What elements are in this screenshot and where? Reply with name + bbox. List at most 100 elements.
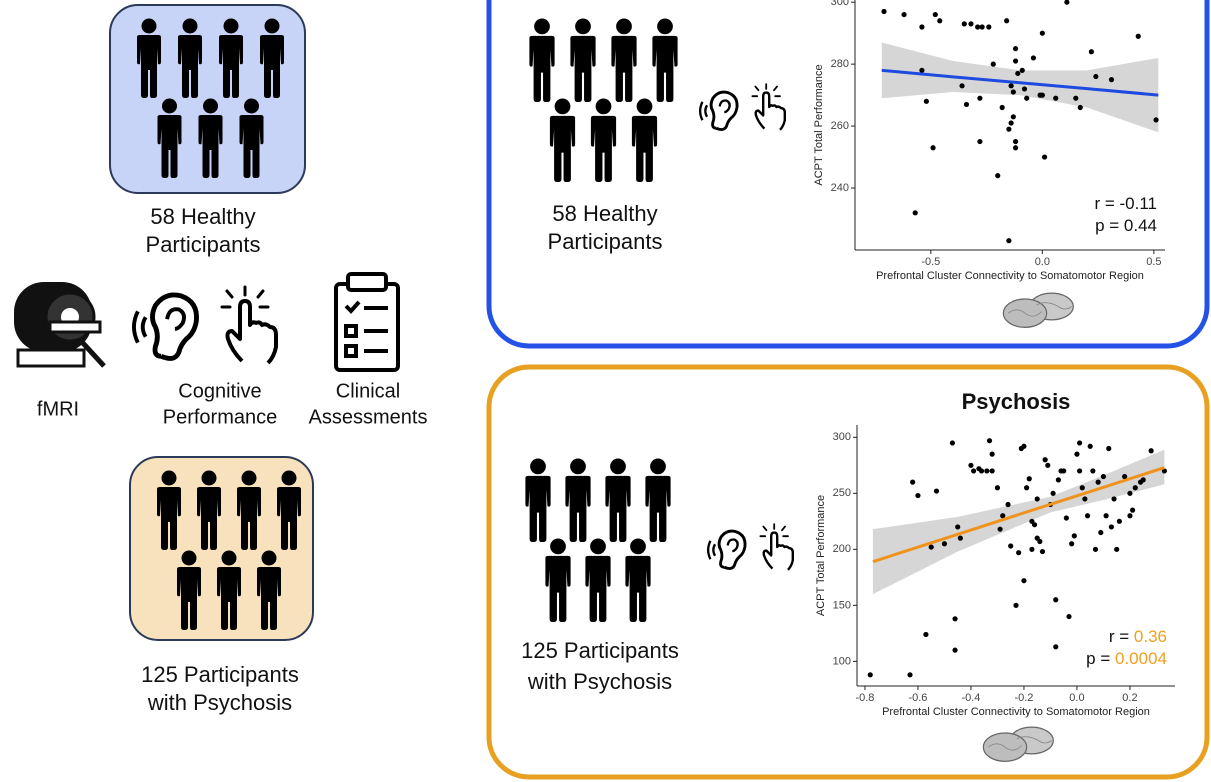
point — [1008, 543, 1013, 548]
x-axis-label: Prefrontal Cluster Connectivity to Somat… — [882, 706, 1150, 718]
point — [1013, 46, 1018, 51]
point — [1073, 96, 1078, 101]
point — [995, 173, 1000, 178]
point — [1078, 105, 1083, 110]
person-icon — [585, 539, 610, 622]
y-tick-label: 300 — [831, 0, 849, 8]
point — [979, 468, 984, 473]
point — [1077, 468, 1082, 473]
y-tick-label: 280 — [831, 58, 849, 70]
group-label: with Psychosis — [527, 669, 672, 694]
point — [977, 139, 982, 144]
x-tick-label: -0.5 — [921, 256, 940, 268]
y-tick-label: 250 — [833, 487, 851, 499]
stat-label: p = — [1095, 216, 1124, 235]
point — [1074, 452, 1079, 457]
person-icon — [545, 539, 570, 622]
y-tick-label: 260 — [831, 120, 849, 132]
point — [937, 18, 942, 23]
y-axis-label: ACPT Total Performance — [815, 495, 827, 616]
point — [1089, 49, 1094, 54]
point — [1130, 508, 1135, 513]
point — [1013, 603, 1018, 608]
person-icon — [645, 459, 670, 542]
person-icon — [652, 19, 677, 102]
point — [1127, 491, 1132, 496]
x-tick-label: 0.5 — [1146, 256, 1161, 268]
point — [868, 672, 873, 677]
point — [995, 485, 1000, 490]
point — [955, 524, 960, 529]
stat-label: r = — [1109, 627, 1134, 646]
stat-value: 0.0004 — [1115, 649, 1167, 668]
page: { "left_panel": { "healthy_label": ["58 … — [0, 0, 1211, 782]
y-tick-label: 200 — [833, 543, 851, 555]
ear-icon — [708, 531, 745, 568]
point — [952, 616, 957, 621]
point — [990, 452, 995, 457]
point — [1114, 547, 1119, 552]
point — [1077, 440, 1082, 445]
point — [934, 488, 939, 493]
group-label: 125 Participants — [521, 638, 679, 663]
point — [1009, 83, 1014, 88]
point — [1027, 476, 1032, 481]
point — [1045, 463, 1050, 468]
point — [1088, 444, 1093, 449]
psychosis-label: with Psychosis — [147, 690, 292, 715]
point — [1016, 550, 1021, 555]
point — [1011, 89, 1016, 94]
clinical-label: Clinical — [336, 380, 400, 402]
stat-annotation: r = 0.36 — [1109, 627, 1167, 646]
fmri-label: fMRI — [37, 398, 79, 420]
point — [1040, 549, 1045, 554]
point — [1004, 18, 1009, 23]
point — [901, 12, 906, 17]
x-tick-label: -0.6 — [908, 692, 927, 704]
point — [1013, 58, 1018, 63]
point — [1109, 524, 1114, 529]
point — [1024, 485, 1029, 490]
point — [1021, 578, 1026, 583]
point — [1080, 485, 1085, 490]
point — [1053, 597, 1058, 602]
point — [1117, 519, 1122, 524]
point — [881, 9, 886, 14]
point — [986, 24, 991, 29]
x-tick-label: 0.0 — [1035, 256, 1050, 268]
clipboard-icon — [336, 274, 398, 370]
point — [1096, 480, 1101, 485]
group-label: Participants — [548, 229, 663, 254]
point — [1040, 93, 1045, 98]
person-icon — [591, 99, 616, 182]
point — [971, 468, 976, 473]
point — [1093, 547, 1098, 552]
x-tick-label: 0.2 — [1122, 692, 1137, 704]
stat-value: -0.11 — [1120, 194, 1158, 213]
point — [980, 24, 985, 29]
hand-icon — [760, 524, 792, 570]
point — [1109, 77, 1114, 82]
x-tick-label: -0.2 — [1014, 692, 1033, 704]
group-label: 58 Healthy — [552, 201, 657, 226]
point — [1021, 444, 1026, 449]
point — [968, 21, 973, 26]
point — [998, 527, 1003, 532]
point — [907, 672, 912, 677]
person-icon — [529, 19, 554, 102]
ear-icon — [134, 295, 197, 359]
point — [1043, 457, 1048, 462]
point — [919, 68, 924, 73]
point — [1127, 513, 1132, 518]
point — [1093, 74, 1098, 79]
point — [910, 480, 915, 485]
point — [1037, 539, 1042, 544]
hand-icon — [222, 287, 276, 363]
point — [1006, 127, 1011, 132]
point — [913, 210, 918, 215]
point — [1011, 114, 1016, 119]
point — [1005, 502, 1010, 507]
stat-annotation: r = -0.11 — [1094, 194, 1157, 213]
point — [964, 102, 969, 107]
point — [1000, 105, 1005, 110]
